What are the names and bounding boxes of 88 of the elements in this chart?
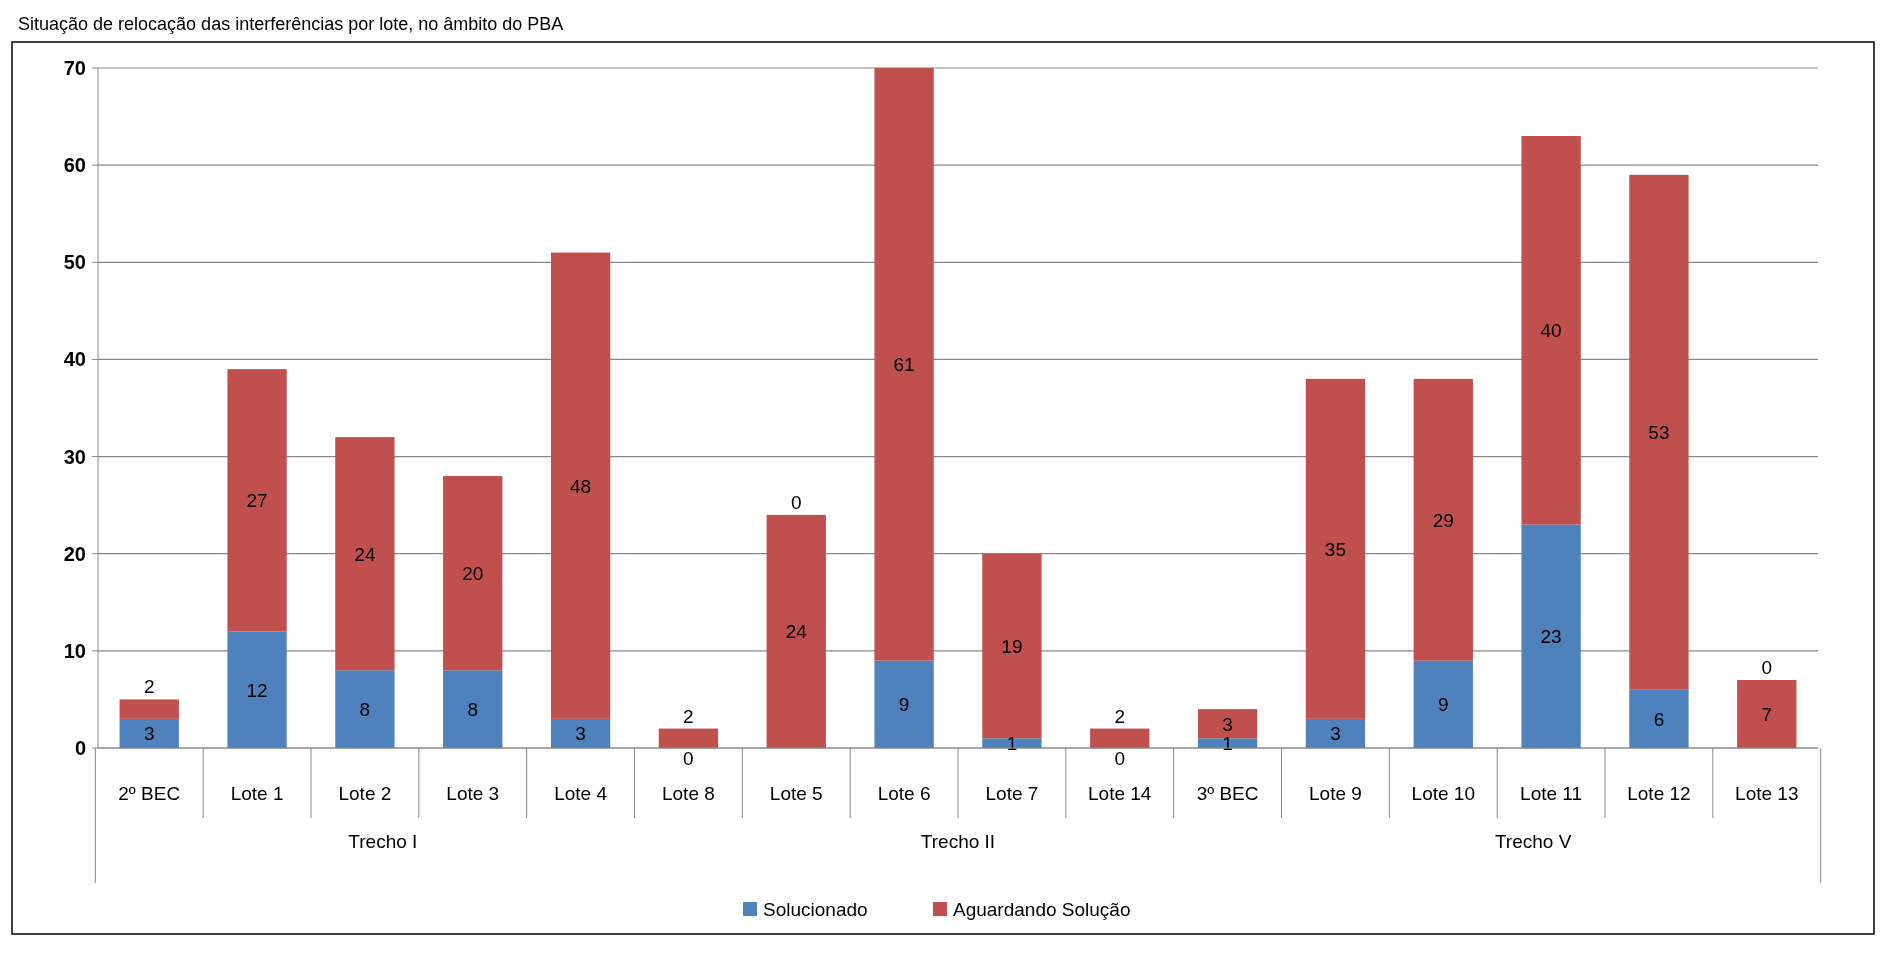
- data-label: 29: [1432, 509, 1454, 531]
- x-tick-label: Lote 2: [338, 783, 392, 804]
- data-label: 24: [354, 543, 376, 565]
- data-label: 12: [246, 679, 268, 701]
- data-label: 40: [1540, 320, 1562, 342]
- x-tick-label: Lote 10: [1411, 783, 1475, 804]
- bar: [1090, 728, 1150, 748]
- y-tick-label: 40: [63, 348, 86, 371]
- data-label: 61: [893, 354, 915, 376]
- legend-label: Solucionado: [763, 899, 868, 920]
- data-label: 3: [1330, 723, 1341, 745]
- chart-title: Situação de relocação das interferências por lote, no âmbito do PBA: [18, 14, 564, 34]
- text: Trecho V: [1494, 831, 1572, 852]
- bar: [874, 68, 934, 661]
- data-label: 8: [359, 699, 371, 721]
- y-tick-label: 60: [63, 154, 86, 177]
- bar: [1629, 174, 1689, 690]
- data-label: 2: [683, 705, 694, 727]
- bar: [1737, 680, 1797, 748]
- x-tick-label: Lote 7: [985, 783, 1039, 804]
- bar: [1413, 378, 1473, 661]
- bar: [119, 699, 179, 719]
- x-tick-label: 2º BEC: [118, 783, 181, 804]
- y-tick-label: 50: [63, 251, 86, 274]
- data-label: 7: [1761, 704, 1773, 725]
- bar: [443, 476, 503, 671]
- bar: [1521, 524, 1581, 748]
- data-label: 0: [683, 748, 694, 769]
- data-label: 2: [143, 676, 155, 698]
- x-tick-label: Lote 11: [1520, 783, 1583, 804]
- bar: [443, 670, 503, 748]
- y-tick-label: 0: [74, 737, 86, 759]
- data-label: 53: [1648, 422, 1670, 444]
- y-tick-label: 20: [63, 542, 86, 565]
- data-label: 0: [790, 491, 802, 513]
- legend-label: Aguardando Solução: [953, 899, 1131, 920]
- y-tick-label: 70: [63, 57, 86, 79]
- bar: [874, 660, 934, 748]
- x-tick-label: Lote 4: [554, 783, 608, 804]
- data-label: 1: [1222, 733, 1233, 755]
- bar: [1197, 709, 1258, 739]
- bar: [1629, 689, 1689, 748]
- x-tick-label: Lote 9: [1309, 783, 1362, 804]
- bar: [550, 252, 611, 719]
- data-label: 8: [467, 699, 479, 721]
- x-tick-label: Lote 3: [446, 783, 500, 804]
- data-label: 1: [1006, 733, 1018, 755]
- data-label: 3: [1222, 713, 1233, 735]
- bar: [1413, 660, 1473, 748]
- x-tick-label: Lote 5: [769, 783, 823, 804]
- bar: [550, 718, 611, 748]
- bar: [1521, 136, 1581, 525]
- bar: [766, 514, 826, 748]
- data-label: 9: [898, 694, 910, 716]
- bar: [1305, 718, 1366, 748]
- y-tick-label: 30: [63, 445, 86, 468]
- data-label: 3: [143, 723, 155, 745]
- x-tick-label: 3º BEC: [1196, 783, 1259, 804]
- bar: [227, 369, 287, 632]
- bar: [982, 553, 1042, 739]
- data-label: 24: [785, 621, 808, 643]
- data-label: 23: [1540, 626, 1562, 648]
- bar: [335, 437, 395, 671]
- x-tick-label: Lote 12: [1627, 783, 1691, 804]
- bar: [119, 718, 179, 748]
- x-tick-label: Lote 14: [1088, 783, 1152, 804]
- text: Trecho I: [348, 831, 418, 852]
- bar: [658, 728, 719, 748]
- bar: [1305, 378, 1366, 719]
- data-label: 0: [1761, 657, 1773, 678]
- bar: [335, 670, 395, 748]
- data-label: 27: [246, 490, 268, 512]
- data-label: 9: [1437, 694, 1449, 716]
- text: Trecho II: [920, 831, 996, 852]
- data-label: 0: [1114, 748, 1126, 769]
- data-label: 6: [1653, 708, 1665, 730]
- data-label: 20: [462, 563, 484, 585]
- data-label: 3: [575, 723, 586, 745]
- bar: [227, 631, 287, 748]
- data-label: 19: [1001, 636, 1023, 657]
- x-tick-label: Lote 1: [230, 783, 284, 804]
- data-label: 48: [570, 475, 592, 497]
- data-label: 2: [1114, 705, 1126, 727]
- x-tick-label: Lote 8: [661, 783, 715, 804]
- x-tick-label: Lote 13: [1735, 783, 1799, 804]
- x-tick-label: Lote 6: [877, 783, 931, 804]
- y-tick-label: 10: [63, 639, 86, 662]
- data-label: 35: [1324, 538, 1346, 560]
